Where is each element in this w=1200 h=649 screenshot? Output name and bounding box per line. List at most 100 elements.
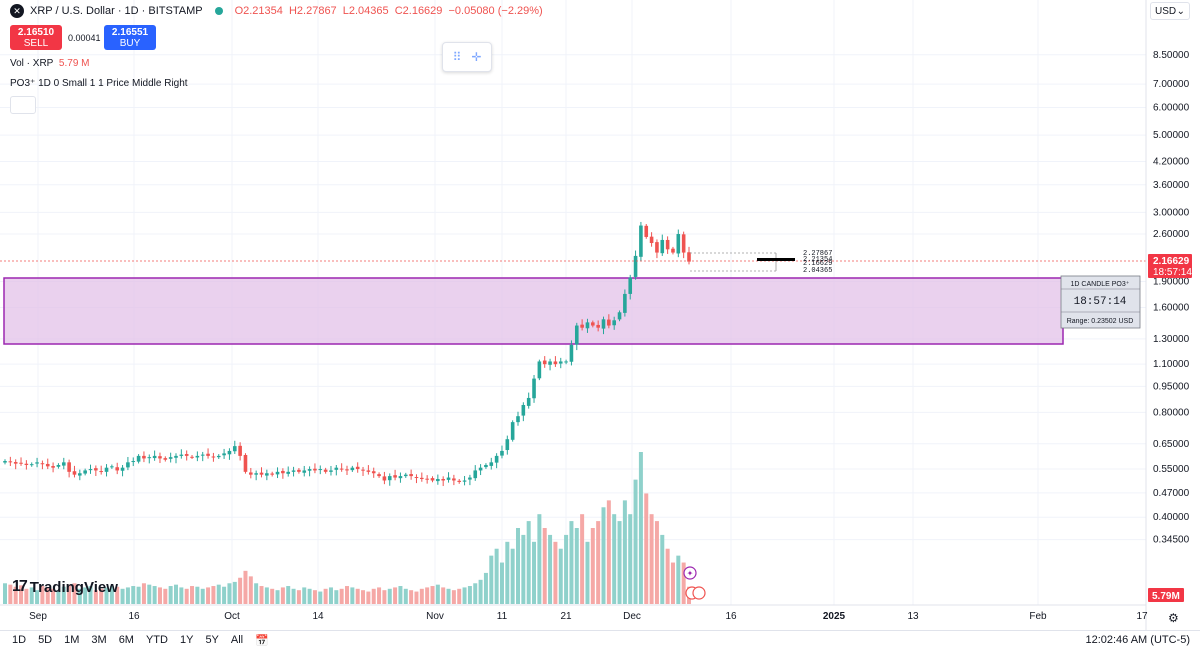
- candle-body: [430, 478, 435, 481]
- candle-body: [628, 277, 633, 294]
- timeframe-ytd[interactable]: YTD: [145, 634, 168, 646]
- timeframe-5d[interactable]: 5D: [38, 634, 53, 646]
- volume-bar: [152, 586, 157, 604]
- volume-bar: [88, 586, 93, 604]
- volume-bar: [125, 587, 130, 604]
- candle-body: [24, 463, 29, 465]
- volume-bar: [366, 591, 371, 604]
- candle-body: [387, 476, 392, 481]
- candle-body: [243, 454, 248, 472]
- volume-bar: [441, 587, 446, 604]
- candle-body: [644, 225, 649, 237]
- candle-body: [227, 450, 232, 455]
- candle-body: [505, 439, 510, 451]
- candle-body: [249, 472, 253, 475]
- timeframe-all[interactable]: All: [230, 634, 244, 646]
- sell-button[interactable]: 2.16510 SELL: [10, 25, 62, 50]
- buy-button[interactable]: 2.16551 BUY: [104, 25, 156, 50]
- gear-icon[interactable]: ⚙: [1168, 611, 1179, 625]
- volume-bar: [174, 584, 178, 604]
- sell-label: SELL: [23, 38, 49, 49]
- candle-body: [580, 324, 584, 328]
- date-range-icon[interactable]: 📅: [255, 634, 269, 647]
- candle-body: [484, 464, 488, 468]
- bar-countdown: 18:57:14: [1153, 267, 1192, 278]
- candle-body: [115, 467, 120, 471]
- timeframe-3m[interactable]: 3M: [91, 634, 107, 646]
- timeframe-1d[interactable]: 1D: [12, 634, 27, 646]
- volume-indicator-value: 5.79 M: [58, 58, 90, 69]
- candle-body: [313, 468, 317, 471]
- candle-body: [591, 322, 595, 326]
- candle-body: [564, 361, 568, 363]
- volume-bar: [499, 562, 504, 604]
- candle-body: [623, 293, 627, 313]
- timeframe-1y[interactable]: 1Y: [179, 634, 194, 646]
- volume-bars: [3, 452, 691, 604]
- volume-bar: [339, 588, 344, 604]
- po3-candle-projection: 2.27867 2.21354 2.16629 2.04365: [690, 250, 832, 275]
- time-tick-label: Feb: [1029, 611, 1047, 622]
- volume-bar: [654, 521, 659, 604]
- crosshair-icon[interactable]: ✛: [471, 50, 482, 64]
- time-tick-label: 16: [128, 611, 140, 622]
- drag-handle-icon[interactable]: ⠿: [452, 50, 462, 64]
- time-tick-label: 13: [907, 611, 919, 622]
- candlesticks: [3, 221, 691, 487]
- po3-info-box: 1D CANDLE PO3⁺ 18:57:14 Range: 0.23502 U…: [1060, 275, 1141, 329]
- floating-toolbar[interactable]: ⠿ ✛: [442, 42, 492, 72]
- volume-bar: [393, 587, 398, 604]
- po3-high-label: 2.27867: [803, 250, 832, 258]
- time-tick-label: Dec: [623, 611, 641, 622]
- candle-body: [596, 324, 600, 328]
- volume-bar: [141, 583, 146, 604]
- candle-body: [40, 463, 45, 465]
- volume-bar: [35, 590, 40, 604]
- candle-body: [548, 361, 552, 365]
- volume-bar: [387, 588, 392, 604]
- volume-bar: [61, 586, 66, 604]
- volume-bar: [494, 548, 499, 604]
- volume-bar: [622, 500, 627, 604]
- symbol-header: ✕ XRP / U.S. Dollar · 1D · BITSTAMP O2.2…: [10, 4, 546, 18]
- candle-body: [532, 378, 536, 399]
- candle-body: [382, 476, 387, 481]
- volume-bar: [83, 587, 88, 604]
- timeframe-6m[interactable]: 6M: [118, 634, 134, 646]
- volume-bar: [40, 586, 45, 604]
- volume-bar: [425, 587, 430, 604]
- volume-bar: [451, 590, 456, 604]
- timeframe-5y[interactable]: 5Y: [205, 634, 219, 646]
- candle-body: [660, 239, 665, 254]
- volume-bar: [243, 570, 248, 604]
- volume-bar: [483, 572, 488, 604]
- po3-box-title: 1D CANDLE PO3⁺: [1071, 281, 1130, 288]
- price-tick-label: 0.34500: [1153, 535, 1190, 546]
- volume-bar: [3, 583, 7, 604]
- volume-indicator-legend[interactable]: Vol · XRP 5.79 M: [10, 58, 90, 69]
- candle-body: [649, 236, 654, 244]
- collapse-legend-button[interactable]: [10, 96, 36, 114]
- candle-body: [585, 322, 590, 329]
- close-value: C2.16629: [394, 5, 443, 17]
- price-tick-label: 3.00000: [1153, 207, 1190, 218]
- chart-event-icons[interactable]: ✦: [683, 566, 706, 600]
- volume-bar: [56, 590, 61, 604]
- price-tick-label: 0.55000: [1153, 464, 1190, 475]
- timeframe-1m[interactable]: 1M: [64, 634, 80, 646]
- volume-bar: [270, 588, 275, 604]
- volume-bar: [136, 586, 141, 604]
- currency-selector[interactable]: USD ⌄: [1150, 2, 1190, 20]
- candle-body: [542, 360, 547, 365]
- clock[interactable]: 12:02:46 AM (UTC-5): [1085, 634, 1190, 646]
- symbol-title[interactable]: XRP / U.S. Dollar · 1D · BITSTAMP: [30, 5, 203, 17]
- candle-body: [639, 225, 643, 257]
- po3-indicator-legend[interactable]: PO3⁺ 1D 0 Small 1 1 Price Middle Right: [10, 78, 188, 89]
- volume-bar: [457, 588, 462, 604]
- svg-text:✦: ✦: [687, 569, 694, 578]
- po3-open-label: 2.21354: [803, 256, 832, 264]
- volume-bar: [99, 588, 104, 604]
- candle-body: [184, 454, 189, 456]
- volume-bar: [574, 528, 579, 604]
